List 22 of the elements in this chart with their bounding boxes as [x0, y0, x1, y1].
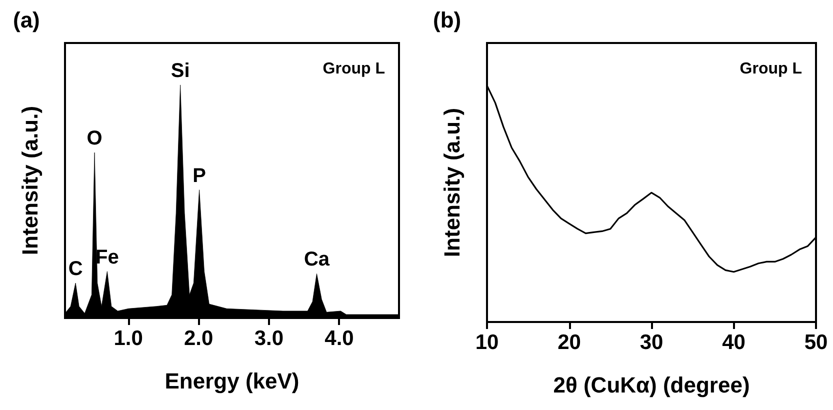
x-axis-title: 2θ (CuKα) (degree) — [553, 372, 750, 398]
text: Group L — [322, 60, 386, 78]
annotation: C — [68, 258, 83, 280]
x-tick-label: 3.0 — [254, 327, 284, 350]
x-tick-label: 50 — [804, 331, 828, 354]
x-tick-label: 10 — [475, 331, 499, 354]
x-tick-label: 40 — [722, 331, 746, 354]
x-tick-label: 2.0 — [184, 327, 214, 350]
text: Group L — [740, 60, 802, 78]
x-tick-label: 30 — [640, 331, 664, 354]
annotation: O — [86, 128, 102, 150]
x-axis-title: Energy (keV) — [164, 368, 300, 394]
annotation: P — [192, 164, 206, 187]
x-tick-label: 20 — [558, 331, 581, 354]
y-axis-title: Intensity (a.u.) — [18, 106, 42, 256]
x-tick-label: 4.0 — [324, 327, 354, 350]
chart-title: (a) — [13, 8, 40, 32]
x-tick-label: 1.0 — [114, 327, 143, 350]
chart-title: (b) — [433, 8, 462, 32]
annotation: Ca — [304, 248, 330, 271]
annotation: Si — [170, 60, 190, 82]
y-axis-title: Intensity (a.u.) — [440, 108, 464, 258]
